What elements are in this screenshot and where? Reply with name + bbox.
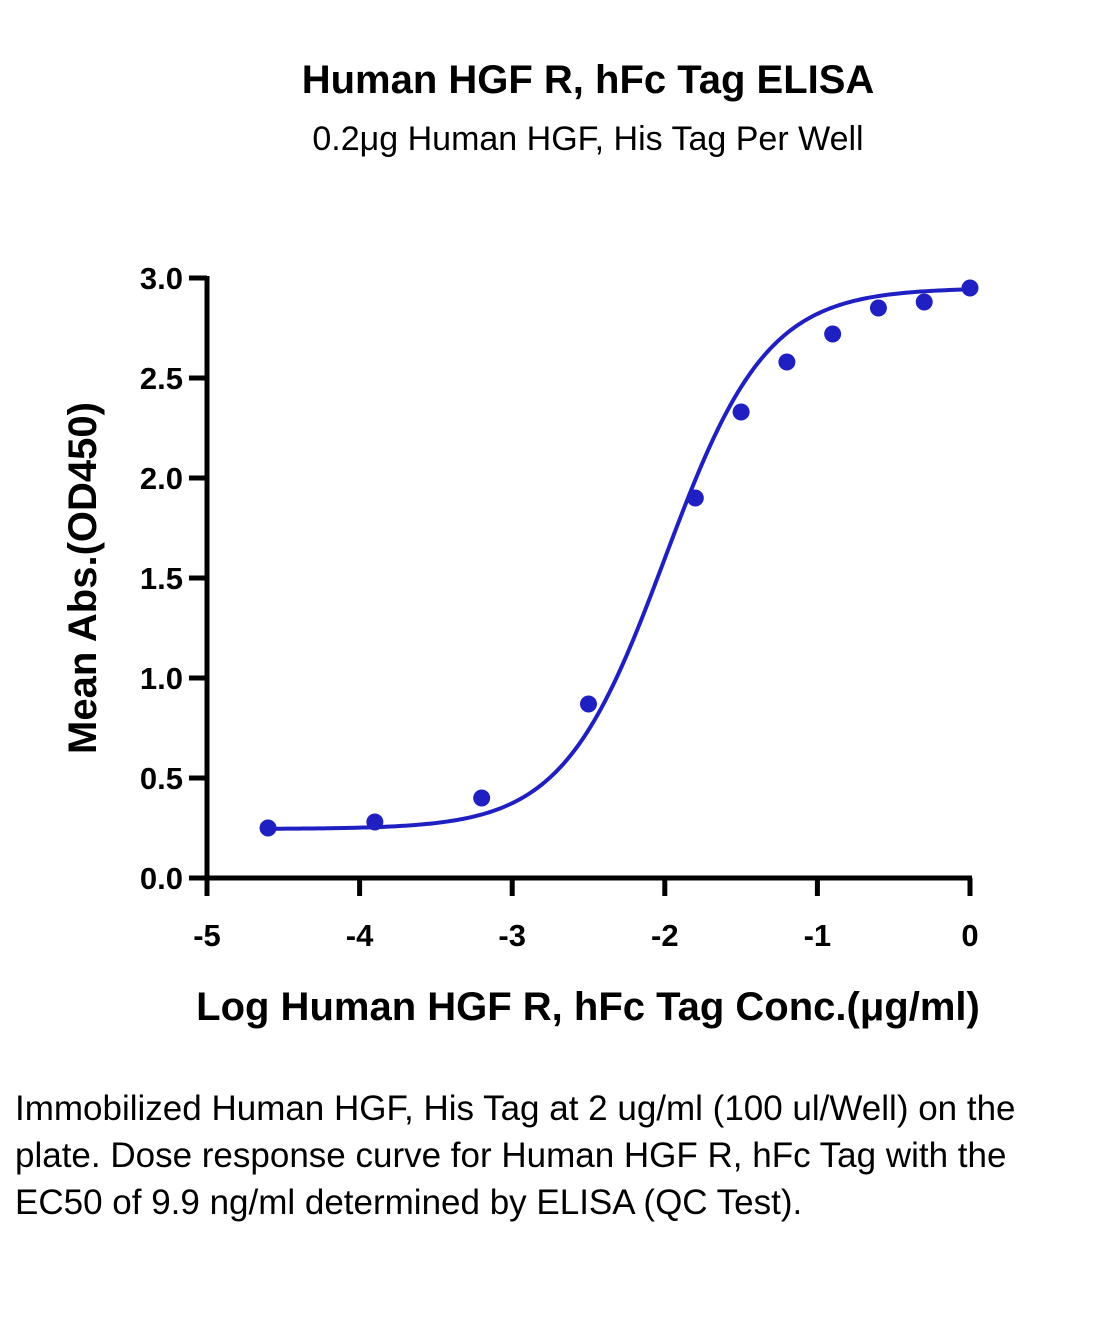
y-tick-label: 1.0 xyxy=(140,661,183,696)
chart-subtitle: 0.2μg Human HGF, His Tag Per Well xyxy=(312,120,863,158)
y-tick-label: 2.0 xyxy=(140,461,183,496)
x-tick-label: 0 xyxy=(961,918,978,953)
axes: 0.0 0.5 1.0 1.5 2.0 2.5 3.0 -5 -4 -3 -2 -1 0 xyxy=(140,261,979,953)
elisa-chart: Human HGF R, hFc Tag ELISA 0.2μg Human H… xyxy=(61,58,980,1029)
x-tick-label: -5 xyxy=(193,918,221,953)
chart-title: Human HGF R, hFc Tag ELISA xyxy=(302,58,875,102)
fit-curve-layer xyxy=(268,287,971,831)
data-point xyxy=(961,279,979,297)
y-tick-label: 2.5 xyxy=(140,361,183,396)
figure-caption: Immobilized Human HGF, His Tag at 2 ug/m… xyxy=(15,1089,1016,1222)
data-point xyxy=(778,353,796,371)
data-point xyxy=(473,789,491,807)
data-point xyxy=(686,489,704,507)
data-points-layer xyxy=(259,279,979,837)
x-tick-label: -4 xyxy=(346,918,374,953)
data-point xyxy=(915,293,933,311)
data-point xyxy=(366,813,384,831)
y-tick-label: 0.5 xyxy=(140,761,183,796)
x-axis-title: Log Human HGF R, hFc Tag Conc.(μg/ml) xyxy=(196,985,980,1029)
data-point xyxy=(824,325,842,343)
x-tick-label: -2 xyxy=(651,918,679,953)
y-tick-label: 0.0 xyxy=(140,861,183,896)
y-tick-label: 3.0 xyxy=(140,261,183,296)
y-axis-title: Mean Abs.(OD450) xyxy=(61,402,105,754)
x-tick-label: -1 xyxy=(804,918,832,953)
y-tick-label: 1.5 xyxy=(140,561,183,596)
x-tick-label: -3 xyxy=(498,918,526,953)
data-point xyxy=(869,299,887,317)
data-point xyxy=(259,819,277,837)
data-point xyxy=(732,403,750,421)
data-point xyxy=(580,695,597,713)
fit-curve xyxy=(268,287,971,831)
